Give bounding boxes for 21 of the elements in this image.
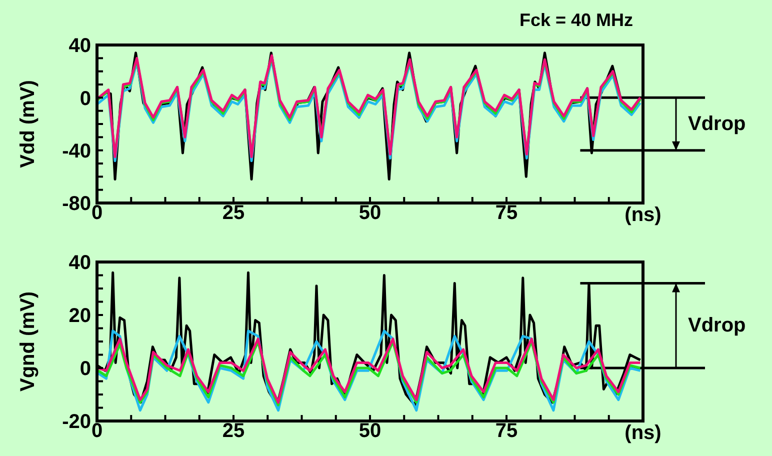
- y-tick-label: 40: [68, 35, 91, 58]
- x-tick-label: 25: [222, 420, 245, 442]
- x-tick-label: 50: [358, 420, 382, 442]
- x-axis-title: (ns): [624, 422, 662, 444]
- legend-label: Vdrop: [688, 113, 746, 135]
- y-tick-label: 0: [80, 88, 91, 110]
- x-tick-label: 50: [358, 202, 382, 224]
- x-tick-label: 25: [222, 202, 245, 224]
- x-tick-label: 75: [495, 420, 518, 442]
- y-tick-label: 40: [68, 252, 91, 274]
- y-tick-label: 0: [80, 358, 91, 380]
- chart-title: Fck = 40 MHz: [519, 10, 633, 30]
- legend-label: Vdrop: [688, 314, 746, 337]
- y-axis-title: Vdd (mV): [17, 80, 39, 168]
- y-tick-label: -80: [62, 193, 91, 216]
- x-axis-title: (ns): [624, 204, 662, 226]
- y-tick-label: -20: [62, 411, 91, 434]
- y-tick-label: -40: [62, 140, 91, 162]
- y-tick-label: 20: [68, 305, 91, 328]
- x-tick-label: 75: [495, 202, 518, 224]
- y-axis-title: Vgnd (mV): [17, 292, 39, 392]
